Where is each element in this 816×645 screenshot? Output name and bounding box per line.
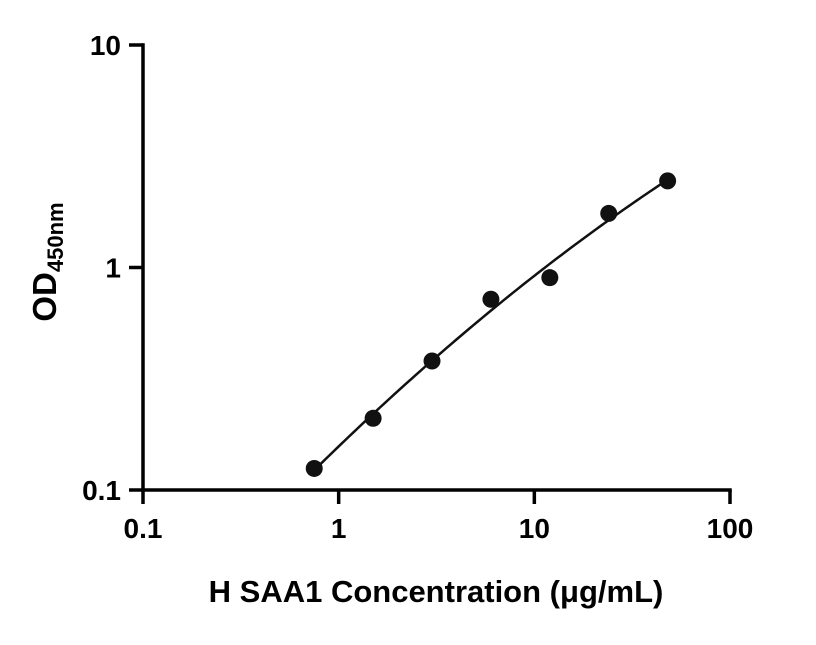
x-axis-title: H SAA1 Concentration (μg/mL) (209, 574, 664, 609)
data-point (600, 204, 618, 222)
data-point (364, 409, 382, 427)
y-axis-title-subscript: 450nm (43, 202, 68, 272)
tick-marks-layer (129, 43, 732, 504)
y-axis-title-main: OD (26, 272, 63, 322)
fit-curve-layer (313, 178, 669, 472)
x-axis-tick-label: 0.1 (124, 513, 163, 544)
data-point (305, 459, 323, 477)
y-axis-tick-label: 10 (90, 30, 121, 61)
data-point (482, 290, 500, 308)
data-point (541, 269, 559, 287)
x-axis-tick-label: 100 (707, 513, 754, 544)
y-axis-tick-label: 1 (105, 253, 121, 284)
fit-curve (313, 178, 669, 472)
axes-layer (141, 43, 732, 492)
data-point (423, 352, 441, 370)
x-axis-tick-label: 1 (331, 513, 347, 544)
tick-labels-layer: 0.1 1 10 100 0.1 1 10 (82, 30, 753, 544)
data-points-layer (305, 172, 677, 477)
data-point (659, 172, 677, 190)
y-axis-tick-label: 0.1 (82, 475, 121, 506)
y-axis-title: OD450nm (26, 202, 68, 321)
x-axis-tick-label: 10 (519, 513, 550, 544)
axis-lines (141, 43, 732, 492)
